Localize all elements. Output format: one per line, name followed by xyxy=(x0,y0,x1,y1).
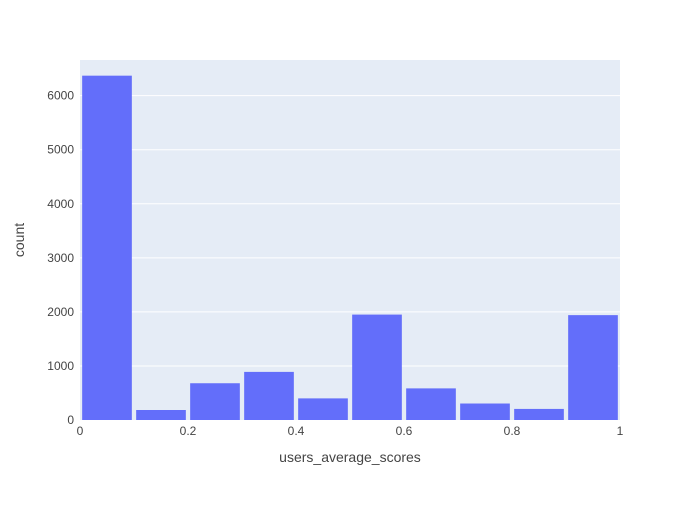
bar-9[interactable] xyxy=(568,315,618,420)
bar-2[interactable] xyxy=(190,383,240,420)
x-axis-title: users_average_scores xyxy=(279,449,421,465)
bar-7[interactable] xyxy=(460,403,510,420)
bar-0[interactable] xyxy=(82,75,132,421)
x-tick-label-4: 0.8 xyxy=(504,424,521,438)
y-tick-label-1: 1000 xyxy=(47,359,74,373)
y-tick-label-0: 0 xyxy=(67,413,74,427)
bar-8[interactable] xyxy=(514,408,564,420)
y-tick-labels: 0 1000 2000 3000 4000 5000 6000 xyxy=(47,89,74,427)
plot-area xyxy=(80,60,620,420)
y-tick-label-3: 3000 xyxy=(47,251,74,265)
y-tick-label-2: 2000 xyxy=(47,305,74,319)
x-tick-label-0: 0 xyxy=(77,424,84,438)
x-tick-label-2: 0.4 xyxy=(288,424,305,438)
bars xyxy=(82,75,618,421)
bar-3[interactable] xyxy=(244,371,294,420)
y-tick-label-5: 5000 xyxy=(47,143,74,157)
bar-4[interactable] xyxy=(298,398,348,420)
x-tick-labels: 0 0.2 0.4 0.6 0.8 1 xyxy=(77,424,624,438)
x-tick-label-1: 0.2 xyxy=(180,424,197,438)
y-tick-label-4: 4000 xyxy=(47,197,74,211)
y-axis-title: count xyxy=(11,223,27,257)
bar-1[interactable] xyxy=(136,410,186,420)
grid-lines xyxy=(80,95,620,367)
x-tick-label-3: 0.6 xyxy=(396,424,413,438)
y-tick-label-6: 6000 xyxy=(47,89,74,103)
bar-5[interactable] xyxy=(352,314,402,420)
bar-6[interactable] xyxy=(406,388,456,420)
x-tick-label-5: 1 xyxy=(617,424,624,438)
